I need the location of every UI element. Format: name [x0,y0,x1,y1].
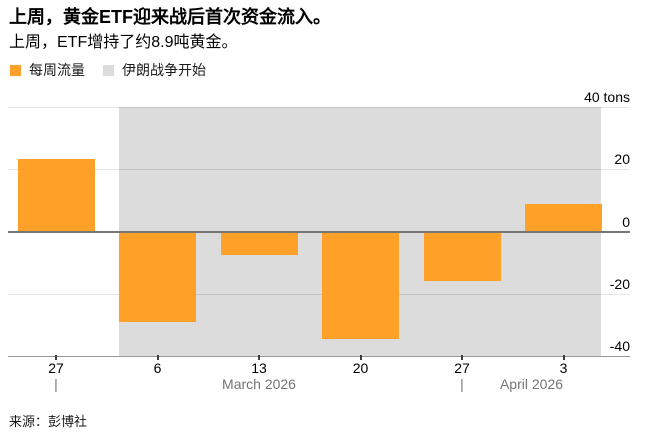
y-tick-label-20: 20 [614,151,630,167]
legend-label-weekly-flow: 每周流量 [29,62,85,78]
x-tick-label-13: 13 [251,360,267,376]
bar-27 [423,231,501,282]
legend-item-weekly-flow: 每周流量 [10,60,85,80]
x-tick-label-27: 27 [48,360,64,376]
y-tick-label-40: 40 tons [584,89,630,105]
legend: 每周流量 伊朗战争开始 [10,60,206,80]
bar-27 [17,158,95,232]
bar-20 [322,231,399,339]
x-tick-27 [55,355,57,360]
bar-3 [525,203,602,232]
bar-13 [220,231,298,255]
y-tick-label--20: -20 [609,276,630,292]
war-start-swatch-icon [103,64,114,76]
legend-item-war-start: 伊朗战争开始 [103,60,206,80]
month-separator: | [54,376,58,392]
y-tick-label-0: 0 [622,214,630,230]
chart-subtitle: 上周，ETF增持了约8.9吨黄金。 [9,34,238,51]
bar-6 [119,231,196,322]
gridline-20 [8,169,630,170]
source-note: 来源：彭博社 [9,414,88,429]
weekly-flow-swatch-icon [10,64,21,76]
x-tick-27 [461,355,463,360]
x-tick-6 [156,355,159,360]
month-label-march: March 2026 [222,376,296,392]
x-tick-label-3: 3 [559,360,568,376]
zero-axis-line [8,230,630,233]
month-label-april: April 2026 [499,376,564,392]
y-tick-label--40: -40 [609,338,630,354]
gridline-40 [8,107,630,108]
gridline--20 [8,294,630,295]
x-tick-label-20: 20 [352,360,369,376]
month-separator: | [460,376,464,392]
legend-label-war-start: 伊朗战争开始 [122,62,206,78]
x-tick-3 [562,355,565,360]
x-tick-label-6: 6 [153,360,162,376]
x-tick-label-27: 27 [454,360,470,376]
x-axis-line [8,356,630,357]
x-tick-13 [258,355,260,360]
chart-title: 上周，黄金ETF迎来战后首次资金流入。 [9,7,331,27]
x-tick-20 [359,355,362,360]
